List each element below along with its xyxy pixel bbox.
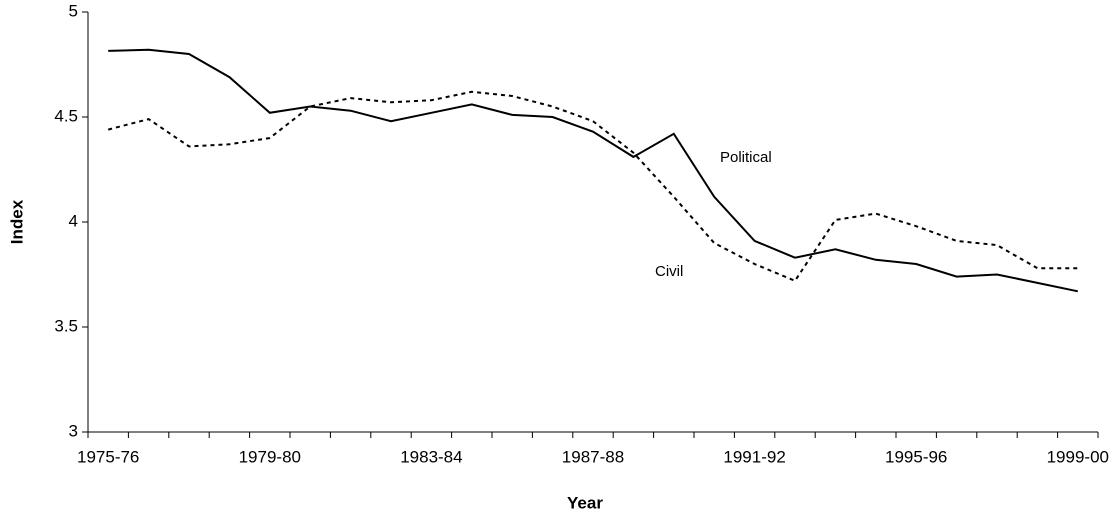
y-tick-label: 3.5 bbox=[54, 316, 78, 335]
annotation: Political bbox=[720, 149, 772, 166]
x-tick-label: 1991-92 bbox=[723, 447, 785, 466]
series-line bbox=[107, 90, 1078, 283]
x-tick-label: 1987-88 bbox=[562, 447, 624, 466]
y-tick-label: 3 bbox=[69, 421, 78, 440]
x-tick-label: 1979-80 bbox=[239, 447, 301, 466]
x-tick-label: 1999-00 bbox=[1047, 447, 1109, 466]
annotation: Civil bbox=[655, 263, 683, 280]
series-line bbox=[108, 48, 1079, 293]
x-tick-label: 1975-76 bbox=[77, 447, 139, 466]
y-tick-label: 5 bbox=[69, 1, 78, 20]
y-tick-label: 4 bbox=[69, 211, 78, 230]
x-tick-label: 1983-84 bbox=[400, 447, 462, 466]
y-tick-label: 4.5 bbox=[54, 106, 78, 125]
x-tick-label: 1995-96 bbox=[885, 447, 947, 466]
x-axis-label: Year bbox=[567, 493, 603, 512]
y-axis-label: Index bbox=[7, 199, 26, 244]
